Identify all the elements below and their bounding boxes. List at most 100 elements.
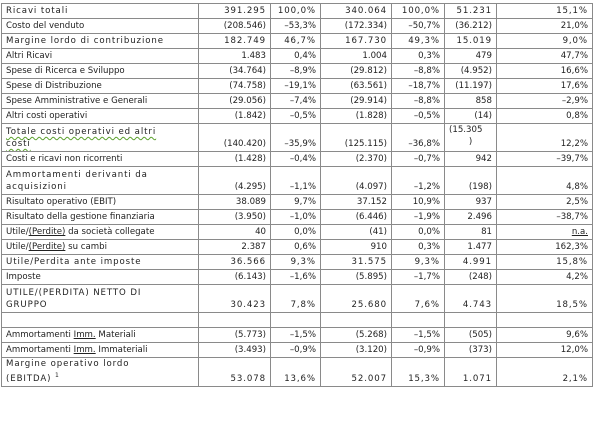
value-cell: –1,0%	[270, 209, 321, 225]
row-label-line1: Totale costi operativi ed altri	[6, 127, 157, 137]
table-row: Utile/(Perdite) su cambi 2.387 0,6% 910 0,3%…	[1, 239, 593, 255]
spacer-cell	[270, 312, 321, 328]
table-row: Spese di Distribuzione (74.758) –19,1% (63.…	[1, 78, 593, 94]
value-cell: 340.064	[320, 3, 392, 19]
value-cell: (29.812)	[320, 63, 392, 79]
spacer-cell	[1, 312, 199, 328]
value-cell: 52.007	[320, 357, 392, 387]
row-label: Spese di Ricerca e Sviluppo	[1, 63, 199, 79]
table-row: Margine lordo di contribuzione 182.749 46,…	[1, 33, 593, 49]
row-label: Ammortamenti derivanti da acquisizioni	[1, 166, 199, 195]
value-cell: –50,7%	[391, 18, 445, 34]
row-label-line1: Ammortamenti derivanti da	[6, 170, 148, 180]
table-row: Ammortamenti Imm. Materiali (5.773) –1,5%(…	[1, 327, 593, 343]
income-statement-table: Ricavi totali 391.295 100,0% 340.064 100,0% 5…	[1, 3, 593, 387]
value-cell: 12,2%	[496, 123, 593, 152]
value-cell: (63.561)	[320, 78, 392, 94]
value-cell: 37.152	[320, 194, 392, 210]
value-cell: 2,1%	[496, 357, 593, 387]
value-cell: 51.231	[444, 3, 497, 19]
row-label: Margine lordo di contribuzione	[1, 33, 199, 49]
table-row: Altri Ricavi 1.483 0,4% 1.004 0,3% 479 47,7%	[1, 48, 593, 64]
spacer-row	[1, 312, 593, 328]
value-cell: –0,9%	[270, 342, 321, 358]
value-cell: –1,6%	[270, 269, 321, 285]
value-cell: 1.483	[198, 48, 271, 64]
value-cell: 2,5%	[496, 194, 593, 210]
value-cell: 81	[444, 224, 497, 240]
table-row: Utile/(Perdite) da società collegate 40 0,…	[1, 224, 593, 240]
value-cell: –2,9%	[496, 93, 593, 109]
value-cell: –1,2%	[391, 166, 445, 195]
value-cell: 30.423	[198, 284, 271, 313]
value-cell: 858	[444, 93, 497, 109]
value-cell: 18,5%	[496, 284, 593, 313]
value-cell: 937	[444, 194, 497, 210]
value-cell: (5.895)	[320, 269, 392, 285]
table-row: Totale costi operativi ed altri costi (140…	[1, 123, 593, 152]
value-cell: –19,1%	[270, 78, 321, 94]
value-cell: (36.212)	[444, 18, 497, 34]
value-cell: (172.334)	[320, 18, 392, 34]
value-cell: 49,3%	[391, 33, 445, 49]
spacer-cell	[320, 312, 392, 328]
row-label-line2: acquisizioni	[6, 182, 67, 192]
row-label-line2: costi	[6, 139, 31, 149]
value-cell: –38,7%	[496, 209, 593, 225]
table-row: UTILE/(PERDITA) NETTO DI GRUPPO 30.423 7,8%…	[1, 284, 593, 313]
value-cell: (6.446)	[320, 209, 392, 225]
value-cell: –53,3%	[270, 18, 321, 34]
value-cell: 0,0%	[270, 224, 321, 240]
value-cell: –18,7%	[391, 78, 445, 94]
value-cell: n.a.	[496, 224, 593, 240]
value-cell: (14)	[444, 108, 497, 124]
value-cell: 0,8%	[496, 108, 593, 124]
row-label-line2: GRUPPO	[6, 300, 48, 310]
value-cell: 7,6%	[391, 284, 445, 313]
value-cell: (4.097)	[320, 166, 392, 195]
value-cell: 479	[444, 48, 497, 64]
table-row: Costo del venduto (208.546) –53,3% (172.334…	[1, 18, 593, 34]
value-cell: 9,7%	[270, 194, 321, 210]
row-label-line1: UTILE/(PERDITA) NETTO DI	[6, 288, 142, 298]
value-cell: (208.546)	[198, 18, 271, 34]
value-cell: (5.268)	[320, 327, 392, 343]
row-label: Utile/Perdita ante imposte	[1, 254, 199, 270]
value-cell: 4,8%	[496, 166, 593, 195]
value-cell: –0,7%	[391, 151, 445, 167]
value-cell: 15,8%	[496, 254, 593, 270]
value-cell: –1,5%	[391, 327, 445, 343]
value-cell: 15,1%	[496, 3, 593, 19]
value-cell: (2.370)	[320, 151, 392, 167]
value-cell: –1,5%	[270, 327, 321, 343]
row-label: Costi e ricavi non ricorrenti	[1, 151, 199, 167]
value-cell: 1.004	[320, 48, 392, 64]
value-cell: –36,8%	[391, 123, 445, 152]
row-label: Costo del venduto	[1, 18, 199, 34]
value-cell: (3.950)	[198, 209, 271, 225]
spacer-cell	[444, 312, 497, 328]
value-cell: (29.914)	[320, 93, 392, 109]
value-cell: (34.764)	[198, 63, 271, 79]
spacer-cell	[198, 312, 271, 328]
value-cell: 910	[320, 239, 392, 255]
value-cell: 40	[198, 224, 271, 240]
value-cell: (125.115)	[320, 123, 392, 152]
value-cell: 2.387	[198, 239, 271, 255]
row-label: Risultato della gestione finanziaria	[1, 209, 199, 225]
value-cell: (505)	[444, 327, 497, 343]
row-label: Spese Amministrative e Generali	[1, 93, 199, 109]
footnote-mark: 1	[55, 372, 60, 379]
value-cell: 9,3%	[391, 254, 445, 270]
table-row: Altri costi operativi (1.842) –0,5% (1.828)…	[1, 108, 593, 124]
row-label: Imposte	[1, 269, 199, 285]
value-cell: 12,0%	[496, 342, 593, 358]
table-row: Spese Amministrative e Generali (29.056) –…	[1, 93, 593, 109]
spacer-cell	[496, 312, 593, 328]
value-cell: –0,5%	[391, 108, 445, 124]
value-cell: 100,0%	[270, 3, 321, 19]
table-row: Ammortamenti Imm. Immateriali (3.493) –0,9…	[1, 342, 593, 358]
value-cell: 1.477	[444, 239, 497, 255]
value-cell: (15.305)	[444, 123, 497, 152]
value-cell: 167.730	[320, 33, 392, 49]
